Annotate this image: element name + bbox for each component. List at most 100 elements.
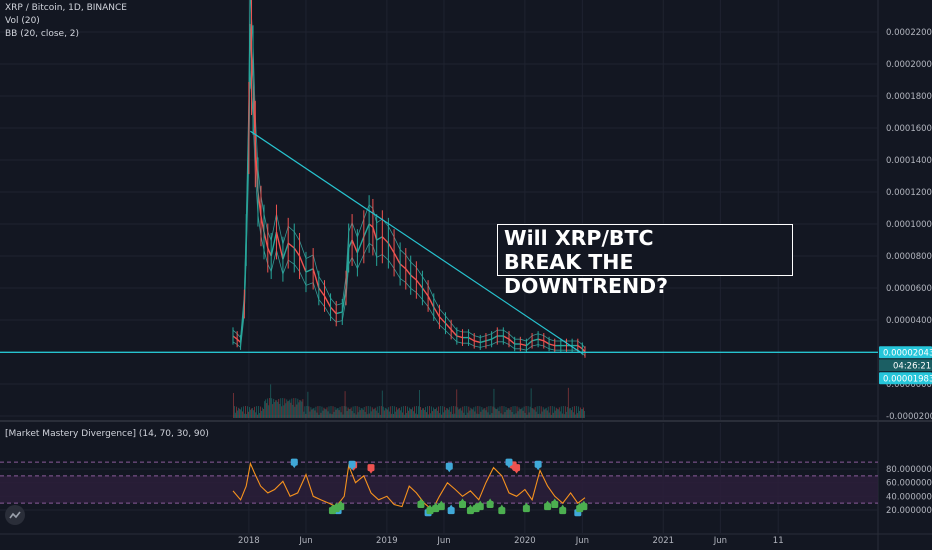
volume-bar — [507, 408, 509, 418]
volume-bar — [349, 409, 351, 418]
price-segment — [376, 236, 383, 241]
volume-bar — [410, 408, 411, 418]
volume-bar — [497, 407, 499, 418]
volume-bar — [493, 388, 495, 418]
volume-bar — [363, 407, 365, 418]
price-series — [232, 0, 586, 358]
volume-bar — [338, 410, 340, 418]
volume-bar — [484, 408, 486, 418]
time-tick-label: 2020 — [514, 536, 536, 546]
volume-bar — [485, 410, 487, 418]
bullish-divergence-marker-tip — [478, 500, 483, 504]
oscillator-legend[interactable]: [Market Mastery Divergence] (14, 70, 30,… — [5, 429, 209, 439]
volume-bar — [458, 409, 460, 418]
volume-bar — [267, 398, 269, 418]
volume-bar — [405, 412, 407, 418]
volume-bar — [543, 409, 545, 418]
volume-bar — [450, 411, 452, 418]
hidden-divergence-marker-body — [445, 462, 453, 470]
bullish-divergence-marker — [551, 498, 559, 509]
bullish-divergence-marker — [337, 500, 345, 511]
volume-bar — [257, 414, 259, 418]
bullish-divergence-marker-body — [432, 505, 440, 513]
volume-bar — [265, 399, 267, 418]
hidden-divergence-marker-body — [505, 458, 513, 466]
volume-bar — [429, 406, 431, 418]
volume-bar — [477, 406, 479, 418]
volume-bar — [367, 406, 369, 418]
bullish-divergence-marker-body — [522, 505, 530, 513]
volume-bar — [495, 408, 497, 418]
price-segment — [502, 335, 510, 340]
time-tick-label: 2021 — [652, 536, 674, 546]
volume-bar — [468, 406, 470, 418]
volume-bar — [233, 393, 234, 418]
time-tick-label: Jun — [713, 536, 727, 546]
volume-bar — [516, 406, 518, 418]
volume-bar — [462, 406, 464, 418]
tradingview-logo-icon[interactable] — [5, 505, 25, 525]
volume-bar — [296, 404, 298, 418]
volume-bar — [411, 409, 412, 418]
volume-bar — [424, 410, 425, 418]
bullish-divergence-marker-body — [486, 501, 494, 509]
volume-bar — [459, 408, 461, 418]
hidden-divergence-marker-body — [447, 507, 455, 515]
time-tick-label: 2019 — [376, 536, 398, 546]
price-segment — [341, 287, 347, 313]
volume-bar — [235, 412, 236, 418]
volume-bar — [551, 406, 553, 418]
volume-bar — [370, 411, 372, 418]
volume-bar — [352, 406, 354, 418]
volume-bar — [289, 399, 291, 418]
symbol-legend[interactable]: XRP / Bitcoin, 1D, BINANCE — [5, 3, 127, 13]
volume-bar — [521, 407, 523, 418]
price-segment — [438, 316, 446, 324]
cloud-logo-icon — [9, 511, 21, 519]
volume-bar — [337, 408, 339, 418]
volume-bar — [365, 406, 367, 418]
volume-bar — [433, 407, 435, 418]
price-segment — [293, 247, 301, 257]
volume-bar — [293, 398, 295, 418]
bullish-divergence-marker-body — [417, 501, 425, 509]
volume-bar — [268, 405, 270, 418]
volume-bar — [454, 413, 456, 418]
volume-legend[interactable]: Vol (20) — [5, 16, 40, 26]
hidden-divergence-marker-body — [290, 458, 298, 466]
volume-bar — [246, 414, 247, 418]
price-segment — [351, 239, 359, 254]
volume-bar — [532, 408, 534, 418]
price-segment — [393, 252, 401, 265]
price-segment — [405, 268, 412, 276]
volume-bar — [529, 406, 531, 418]
volume-bar — [399, 410, 401, 418]
price-tick-label: 0.00000000 — [886, 380, 932, 390]
volume-bar — [559, 411, 561, 418]
hidden-divergence-marker-tip — [350, 467, 355, 471]
hidden-divergence-marker-body — [348, 460, 356, 468]
volume-bar — [438, 406, 440, 418]
volume-bar — [513, 414, 515, 418]
price-segment — [330, 306, 337, 315]
volume-bar — [262, 407, 264, 418]
price-segment — [520, 343, 527, 347]
volume-bar — [579, 407, 581, 418]
price-segment — [282, 242, 289, 260]
price-segment — [267, 247, 272, 257]
volume-bar — [280, 398, 282, 418]
volume-bar — [308, 406, 310, 418]
bullish-divergence-marker-body — [544, 503, 552, 511]
volume-bar — [398, 407, 400, 418]
price-segment — [381, 236, 389, 244]
volume-bar — [264, 401, 266, 418]
bollinger-legend[interactable]: BB (20, close, 2) — [5, 29, 80, 39]
bearish-divergence-marker-tip — [369, 470, 374, 474]
time-tick-label: 11 — [773, 536, 784, 546]
bullish-divergence-marker-body — [476, 503, 484, 511]
volume-bar — [249, 407, 250, 418]
volume-bar — [340, 412, 342, 418]
